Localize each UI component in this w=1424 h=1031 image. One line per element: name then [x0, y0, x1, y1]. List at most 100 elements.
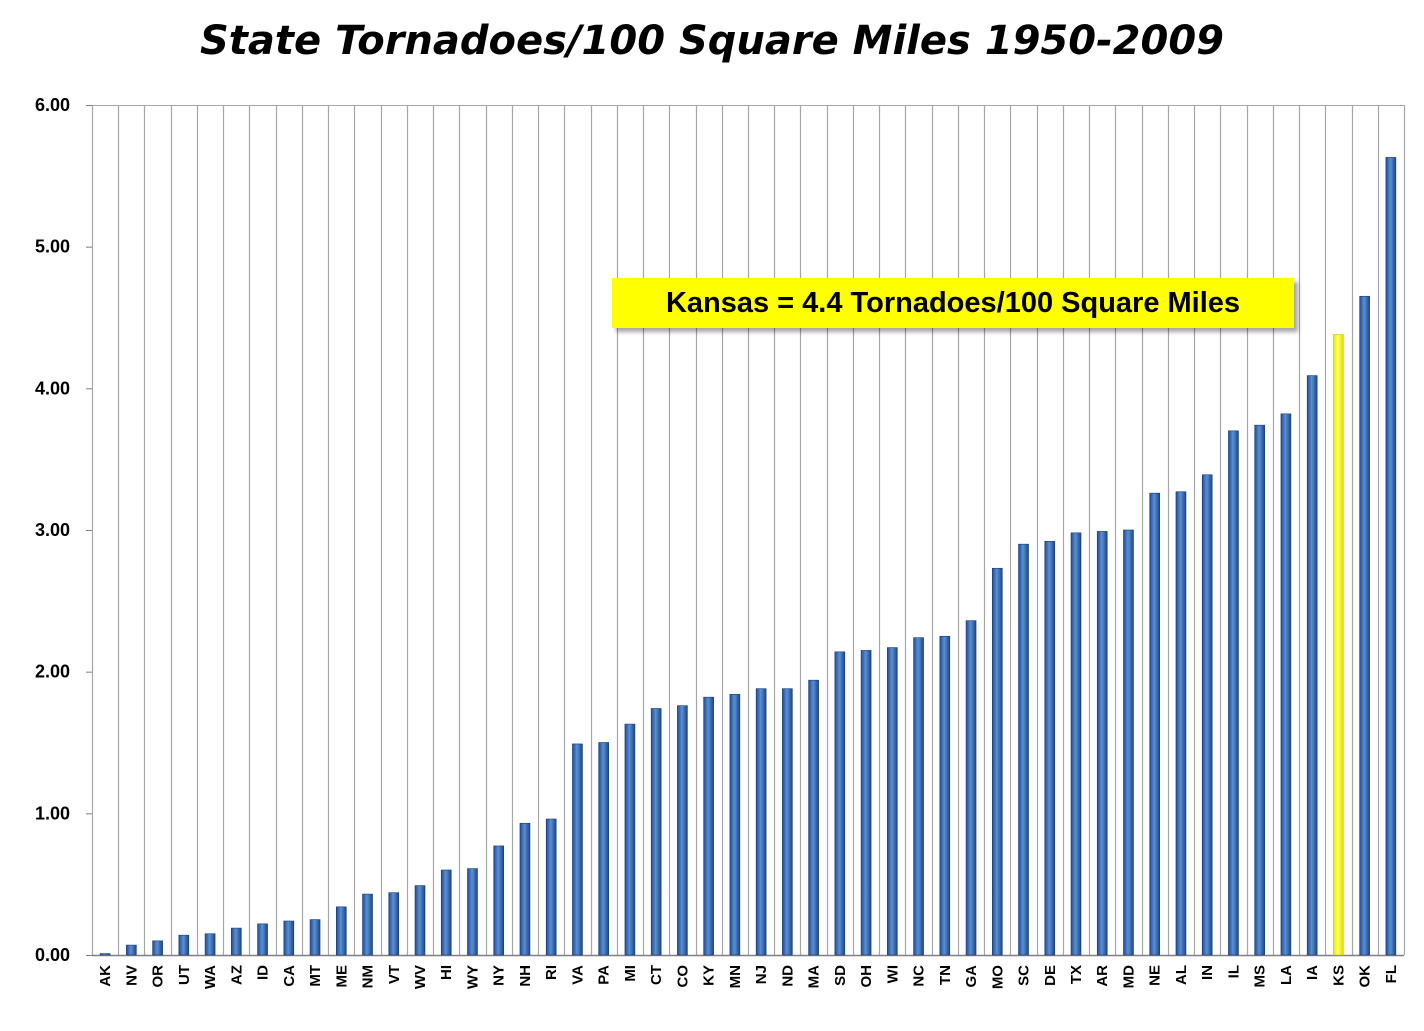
bars	[99, 157, 1397, 956]
bar-tx	[1070, 532, 1082, 956]
bar-vt	[388, 892, 400, 956]
bar-ks	[1333, 334, 1344, 956]
x-tick-label-or: OR	[150, 965, 167, 988]
bar-az	[231, 927, 242, 956]
bar-mn	[729, 694, 741, 956]
bar-ar	[1096, 531, 1108, 956]
bar-wi	[887, 647, 898, 956]
x-tick-label-co: CO	[674, 965, 691, 988]
x-tick-label-ri: RI	[543, 965, 560, 980]
x-tick-label-ut: UT	[176, 965, 193, 985]
y-tick-label: 0.00	[35, 945, 70, 965]
x-tick-label-wa: WA	[202, 965, 219, 989]
x-tick-label-wi: WI	[884, 965, 901, 983]
bar-wy	[467, 868, 478, 956]
bar-in	[1201, 474, 1213, 956]
chart-title: State Tornadoes/100 Square Miles 1950-20…	[199, 18, 1225, 64]
x-tick-label-ks: KS	[1330, 965, 1347, 986]
bar-nh	[519, 822, 531, 956]
bar-id	[257, 923, 268, 956]
x-tick-label-ia: IA	[1304, 965, 1321, 980]
bar-mt	[309, 919, 321, 956]
bar-ca	[283, 920, 295, 956]
x-tick-label-sc: SC	[1016, 965, 1033, 986]
bar-nj	[755, 688, 767, 956]
x-tick-label-az: AZ	[228, 965, 245, 985]
bar-nc	[913, 637, 924, 956]
bar-va	[572, 743, 583, 956]
bar-ne	[1149, 492, 1161, 956]
x-tick-label-mi: MI	[622, 965, 639, 982]
x-tick-label-wv: WV	[412, 965, 429, 989]
x-tick-label-mn: MN	[727, 965, 744, 988]
bar-wv	[414, 885, 426, 956]
bar-ky	[703, 696, 714, 956]
bar-ut	[178, 934, 190, 956]
x-tick-label-ar: AR	[1094, 965, 1111, 987]
x-tick-label-vt: VT	[386, 965, 403, 984]
x-tick-label-al: AL	[1173, 965, 1190, 985]
bar-or	[152, 940, 163, 956]
bar-sc	[1018, 543, 1029, 956]
x-tick-label-nv: NV	[123, 965, 140, 986]
x-tick-label-fl: FL	[1383, 965, 1400, 983]
y-tick-label: 3.00	[35, 520, 70, 540]
x-tick-label-nh: NH	[517, 965, 534, 987]
x-tick-label-ct: CT	[648, 965, 665, 985]
bar-al	[1175, 491, 1187, 956]
bar-wa	[204, 933, 216, 956]
bar-nv	[126, 944, 137, 956]
y-tick-label: 1.00	[35, 803, 70, 823]
x-tick-label-mo: MO	[989, 965, 1006, 989]
bar-tn	[939, 635, 951, 956]
bar-ma	[808, 679, 819, 956]
bar-ia	[1306, 375, 1318, 956]
bar-de	[1044, 541, 1056, 956]
x-tick-label-md: MD	[1120, 965, 1137, 988]
kansas-annotation: Kansas = 4.4 Tornadoes/100 Square Miles	[612, 278, 1294, 328]
y-tick-label: 4.00	[35, 378, 70, 398]
bar-ct	[650, 708, 662, 956]
x-axis-ticks: AK NV OR UT WA AZ ID CA MT ME NM VT WV HI WY NY NH RI VA PA…	[97, 965, 1400, 990]
x-tick-label-nm: NM	[360, 965, 377, 988]
x-tick-label-id: ID	[255, 965, 272, 980]
bar-mi	[624, 723, 636, 956]
y-tick-label: 2.00	[35, 662, 70, 682]
x-tick-label-de: DE	[1042, 965, 1059, 986]
x-tick-label-ak: AK	[97, 965, 114, 987]
x-tick-label-ky: KY	[701, 965, 718, 986]
x-tick-label-pa: PA	[596, 965, 613, 985]
bar-ms	[1254, 424, 1265, 956]
x-tick-label-wy: WY	[464, 965, 481, 989]
bar-ak	[99, 953, 111, 956]
x-tick-label-ma: MA	[806, 965, 823, 988]
x-tick-label-me: ME	[333, 965, 350, 988]
x-tick-label-tn: TN	[937, 965, 954, 985]
x-tick-label-tx: TX	[1068, 965, 1085, 984]
bar-ok	[1359, 295, 1370, 956]
bar-fl	[1385, 157, 1397, 956]
bar-ri	[545, 818, 557, 956]
bar-pa	[598, 742, 609, 956]
bar-il	[1228, 430, 1239, 956]
x-tick-label-va: VA	[569, 965, 586, 985]
x-tick-label-ok: OK	[1357, 965, 1374, 988]
bar-ny	[493, 845, 505, 956]
bar-me	[335, 906, 347, 956]
y-axis-ticks: 0.00 1.00 2.00 3.00 4.00 5.00 6.00	[35, 95, 92, 965]
x-tick-label-nd: ND	[779, 965, 796, 987]
y-tick-label: 6.00	[35, 95, 70, 115]
bar-ga	[965, 620, 977, 956]
x-tick-label-la: LA	[1278, 965, 1295, 985]
bar-sd	[834, 651, 846, 956]
bar-co	[677, 705, 688, 956]
x-tick-label-il: IL	[1225, 965, 1242, 978]
gridlines	[91, 105, 1406, 957]
x-tick-label-ny: NY	[491, 965, 508, 986]
x-tick-label-sd: SD	[832, 965, 849, 986]
x-tick-label-in: IN	[1199, 965, 1216, 980]
bar-hi	[440, 869, 452, 956]
x-tick-label-ms: MS	[1252, 965, 1269, 988]
x-tick-label-ca: CA	[281, 965, 298, 987]
bar-nm	[362, 893, 373, 956]
